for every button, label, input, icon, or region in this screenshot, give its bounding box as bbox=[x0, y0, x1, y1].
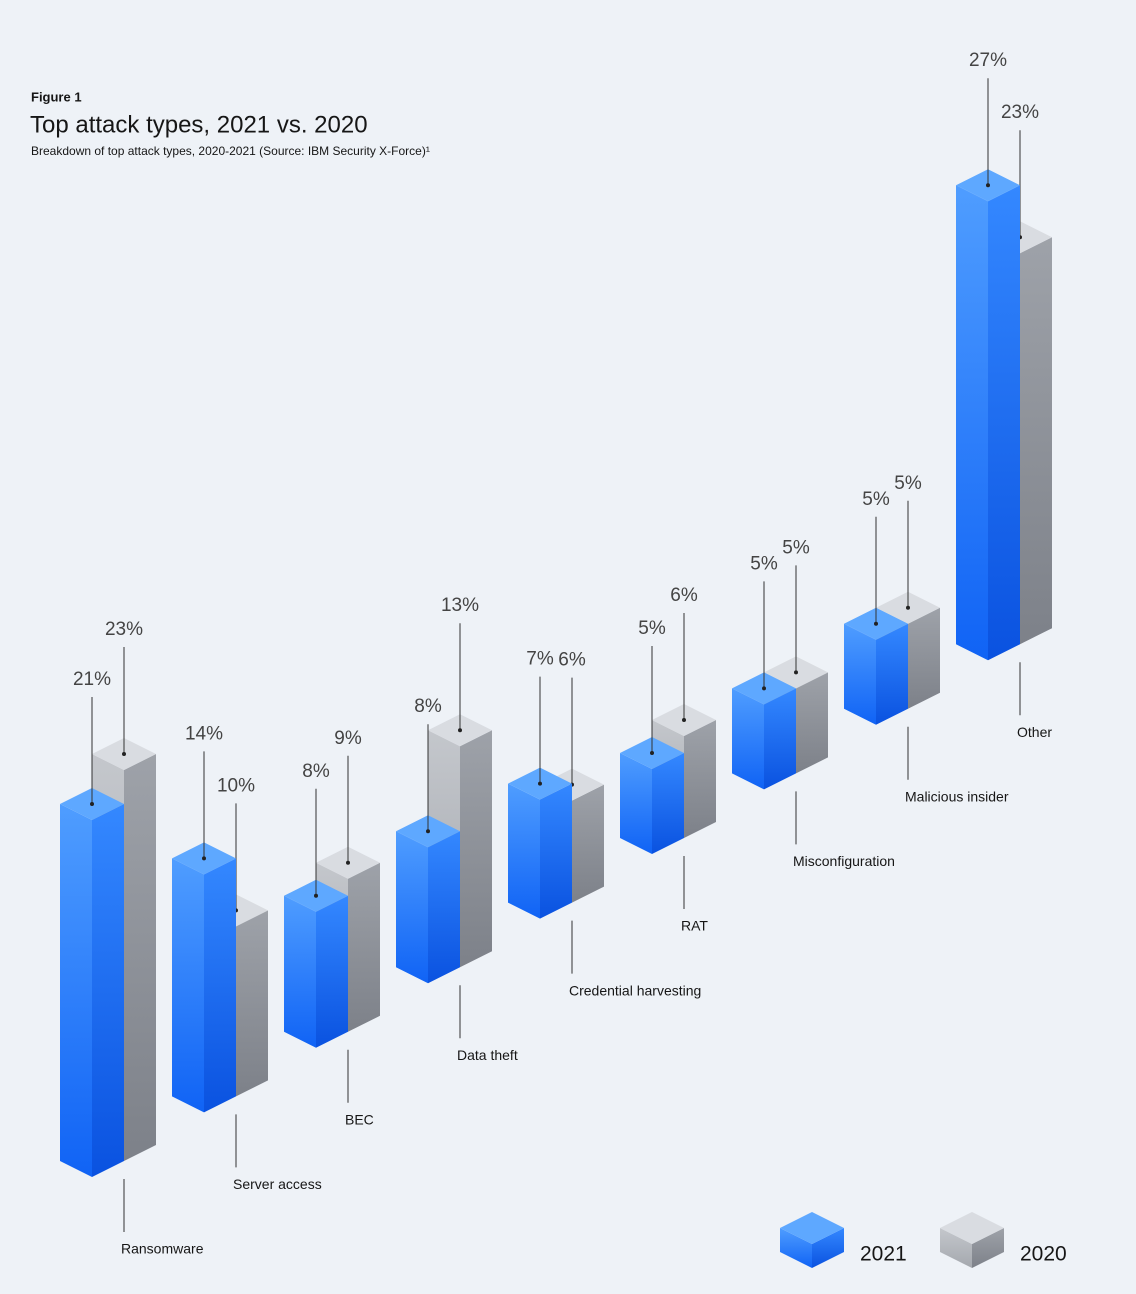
value-label: 5% bbox=[750, 553, 778, 574]
block-right-face bbox=[204, 858, 236, 1113]
block-right-face bbox=[540, 783, 572, 919]
block-left-face bbox=[172, 858, 204, 1113]
block-right-face bbox=[460, 730, 492, 968]
block-top-face bbox=[940, 1212, 1004, 1244]
value-label: 8% bbox=[414, 696, 442, 717]
legend-label: 2021 bbox=[860, 1243, 907, 1266]
bar bbox=[60, 788, 124, 1177]
block-right-face bbox=[92, 804, 124, 1177]
value-dot bbox=[538, 781, 542, 786]
legend-swatch bbox=[780, 1212, 844, 1268]
value-label: 6% bbox=[670, 585, 698, 606]
block-left-face bbox=[780, 1228, 812, 1268]
value-label: 13% bbox=[441, 595, 479, 616]
value-dot bbox=[458, 728, 462, 733]
value-label: 5% bbox=[638, 618, 666, 639]
value-label: 8% bbox=[302, 761, 330, 782]
block-left-face bbox=[844, 623, 876, 725]
block-right-face bbox=[1020, 237, 1052, 645]
value-label: 7% bbox=[526, 649, 554, 670]
value-dot bbox=[794, 670, 798, 675]
block-right-face bbox=[876, 623, 908, 725]
bar bbox=[956, 169, 1020, 661]
value-dot bbox=[314, 893, 318, 898]
chart-subtitle: Breakdown of top attack types, 2020-2021… bbox=[31, 144, 430, 158]
value-label: 6% bbox=[558, 650, 586, 671]
category-label: BEC bbox=[345, 1112, 374, 1128]
block-right-face bbox=[988, 185, 1020, 661]
block-left-face bbox=[732, 688, 764, 790]
block-right-face bbox=[972, 1228, 1004, 1268]
block-right-face bbox=[572, 784, 604, 903]
block-left-face bbox=[956, 185, 988, 661]
category-label: RAT bbox=[681, 918, 708, 934]
block-left-face bbox=[508, 783, 540, 919]
value-label: 27% bbox=[969, 50, 1007, 71]
value-dot bbox=[682, 718, 686, 722]
category-label: Data theft bbox=[457, 1047, 518, 1063]
block-left-face bbox=[396, 831, 428, 984]
block-right-face bbox=[348, 862, 380, 1032]
block-left-face bbox=[940, 1228, 972, 1268]
block-right-face bbox=[652, 753, 684, 854]
value-dot bbox=[122, 752, 126, 756]
category-label: Other bbox=[1017, 724, 1052, 740]
block-right-face bbox=[684, 720, 716, 838]
value-label: 14% bbox=[185, 723, 223, 744]
value-label: 21% bbox=[73, 669, 111, 690]
block-right-face bbox=[316, 895, 348, 1048]
value-label: 5% bbox=[894, 473, 922, 494]
chart-title: Top attack types, 2021 vs. 2020 bbox=[30, 111, 368, 138]
block-right-face bbox=[796, 672, 828, 774]
figure-label: Figure 1 bbox=[31, 89, 82, 104]
value-dot bbox=[90, 802, 94, 806]
value-label: 10% bbox=[217, 775, 255, 796]
value-dot bbox=[906, 605, 910, 610]
value-dot bbox=[986, 183, 990, 188]
value-label: 9% bbox=[334, 728, 362, 749]
block-right-face bbox=[812, 1228, 844, 1268]
value-dot bbox=[874, 621, 878, 626]
block-left-face bbox=[60, 804, 92, 1177]
block-right-face bbox=[428, 831, 460, 984]
bar bbox=[284, 879, 348, 1048]
value-dot bbox=[346, 860, 350, 865]
value-dot bbox=[202, 856, 206, 861]
block-top-face bbox=[780, 1212, 844, 1244]
block-right-face bbox=[764, 688, 796, 790]
bar bbox=[172, 842, 236, 1113]
legend-label: 2020 bbox=[1020, 1243, 1067, 1266]
category-label: Ransomware bbox=[121, 1241, 204, 1257]
value-dot bbox=[426, 829, 430, 834]
bar bbox=[396, 815, 460, 984]
bar bbox=[508, 767, 572, 919]
block-left-face bbox=[284, 895, 316, 1048]
value-label: 5% bbox=[782, 537, 810, 558]
category-label: Credential harvesting bbox=[569, 982, 701, 998]
value-label: 5% bbox=[862, 489, 890, 510]
block-left-face bbox=[620, 753, 652, 854]
block-right-face bbox=[908, 607, 940, 709]
value-dot bbox=[762, 686, 766, 691]
block-right-face bbox=[236, 910, 268, 1097]
value-label: 23% bbox=[105, 619, 143, 640]
block-right-face bbox=[124, 754, 156, 1161]
category-label: Malicious insider bbox=[905, 789, 1009, 805]
value-dot bbox=[650, 751, 654, 755]
legend-swatch bbox=[940, 1212, 1004, 1268]
category-label: Server access bbox=[233, 1176, 322, 1192]
value-label: 23% bbox=[1001, 102, 1039, 123]
category-label: Misconfiguration bbox=[793, 853, 895, 869]
